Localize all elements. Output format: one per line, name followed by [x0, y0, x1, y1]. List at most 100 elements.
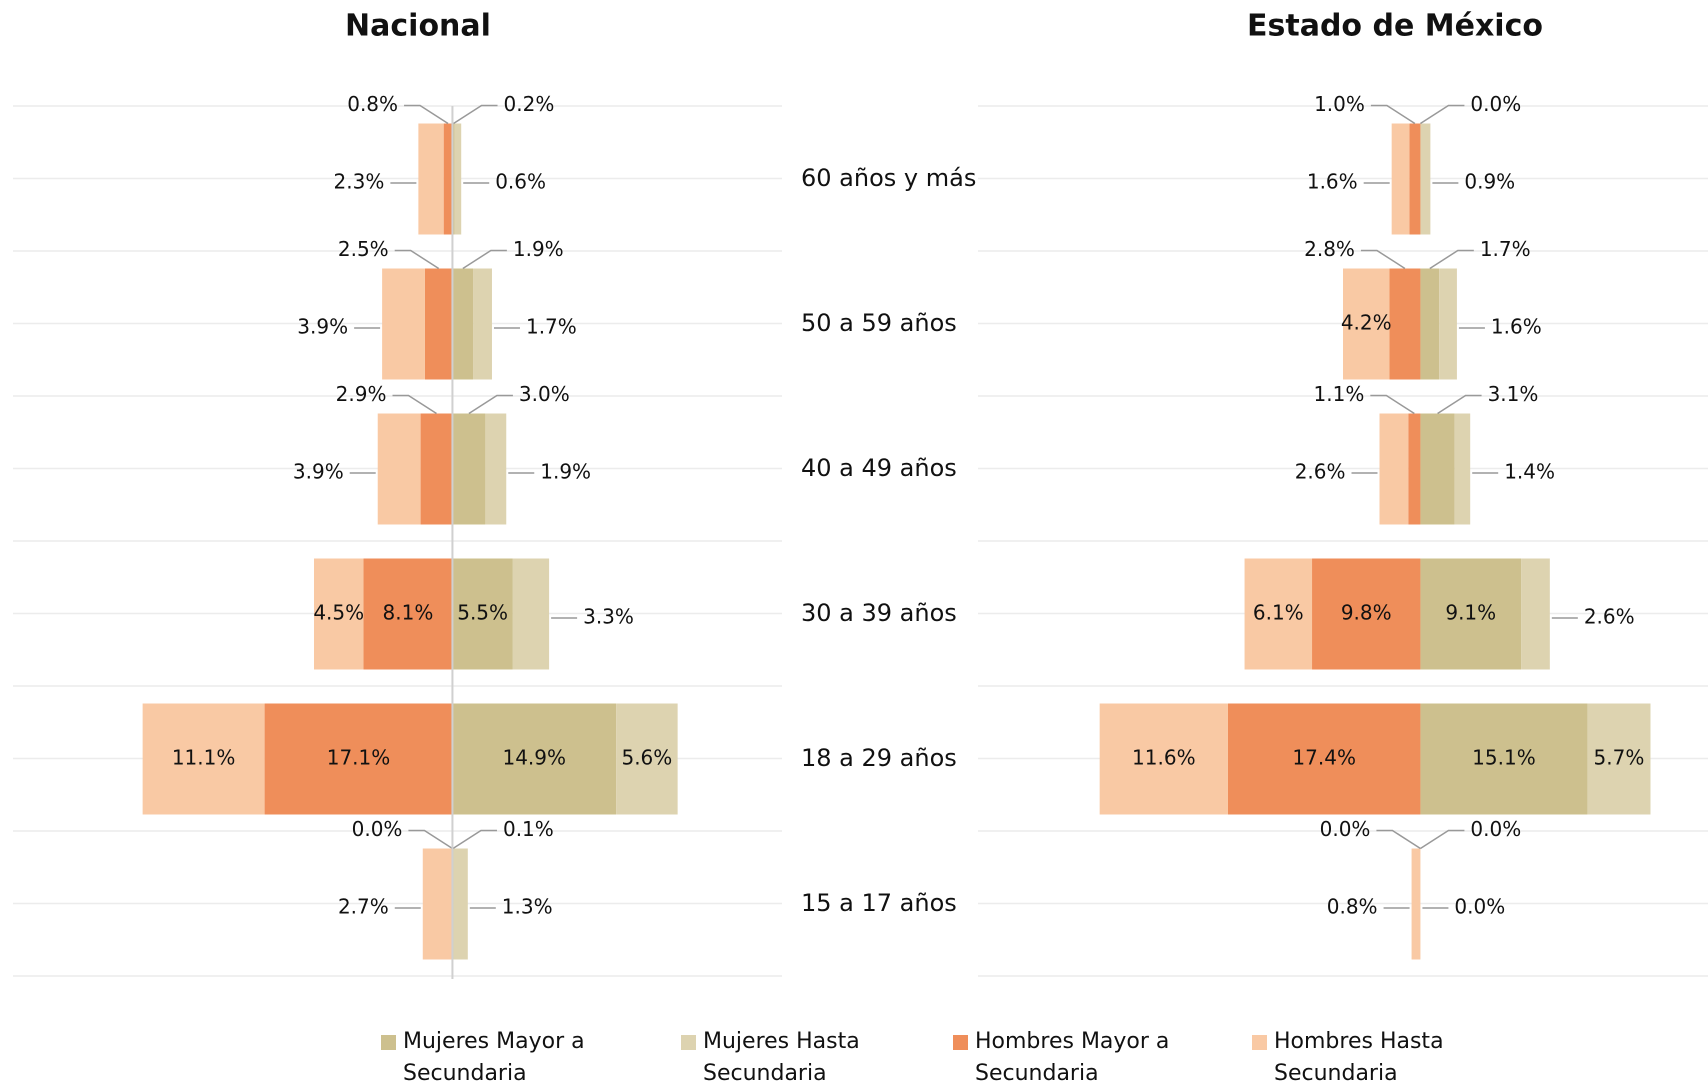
value-label: 2.9%: [336, 382, 387, 406]
legend-swatch: [381, 1035, 396, 1050]
value-label: 5.7%: [1594, 746, 1645, 770]
value-label: 0.6%: [495, 170, 546, 194]
value-label: 0.8%: [347, 92, 398, 116]
value-label: 14.9%: [502, 746, 566, 770]
bar-segment: [1389, 268, 1421, 380]
value-label: 0.0%: [1320, 817, 1371, 841]
leader-line: [453, 104, 498, 125]
value-label: 2.3%: [334, 170, 385, 194]
bar-segment: [473, 268, 492, 380]
bar-segment: [453, 848, 468, 960]
bar-segment: [1411, 848, 1421, 960]
value-label: 3.9%: [297, 315, 348, 339]
value-label: 2.5%: [338, 237, 389, 261]
legend-item: Mujeres Mayor a Secundaria: [381, 1026, 643, 1090]
legend-swatch: [953, 1035, 968, 1050]
leader-line: [468, 394, 513, 415]
bar-segment: [1227, 703, 1421, 815]
bar-segment: [1391, 123, 1410, 235]
leader-line: [1429, 249, 1474, 270]
value-label: 4.2%: [1341, 311, 1392, 335]
bar-segment: [314, 558, 364, 670]
bar-segment: [1408, 413, 1421, 525]
bar-segment: [485, 413, 507, 525]
bar-segment: [1312, 558, 1421, 670]
value-label: 0.1%: [503, 817, 554, 841]
leader-line: [1370, 394, 1415, 415]
value-label: 1.9%: [540, 460, 591, 484]
bar-segment: [1409, 123, 1421, 235]
bar-segment: [452, 558, 513, 670]
bar-segment: [452, 703, 617, 815]
bar-segment: [1420, 703, 1588, 815]
bar-segment: [1244, 558, 1313, 670]
value-label: 1.6%: [1307, 170, 1358, 194]
bar-segment: [424, 268, 453, 380]
bar-segment: [452, 268, 474, 380]
value-label: 17.1%: [327, 746, 391, 770]
value-label: 17.4%: [1292, 746, 1356, 770]
bar-segment: [1420, 268, 1440, 380]
value-label: 1.0%: [1314, 92, 1365, 116]
value-label: 2.7%: [338, 895, 389, 919]
value-label: 3.0%: [519, 382, 570, 406]
legend-item: Hombres Mayor a Secundaria: [953, 1026, 1215, 1090]
value-label: 0.2%: [504, 92, 555, 116]
legend-swatch: [681, 1035, 696, 1050]
leader-line: [452, 829, 497, 850]
value-label: 2.6%: [1295, 460, 1346, 484]
value-label: 5.6%: [621, 746, 672, 770]
value-label: 5.5%: [457, 601, 508, 625]
legend-item: Mujeres Hasta Secundaria: [681, 1026, 943, 1090]
legend-swatch: [1252, 1035, 1267, 1050]
chart: Nacional Estado de México 60 años y más 5…: [13, 9, 1708, 979]
bar-segment: [1420, 558, 1522, 670]
value-label: 8.1%: [383, 601, 434, 625]
chart-title: Estado de México: [1247, 9, 1543, 44]
bar-segment: [1587, 703, 1651, 815]
value-label: 9.1%: [1445, 601, 1496, 625]
legend-label: Hombres Mayor a Secundaria: [975, 1029, 1170, 1086]
leader-line: [1360, 249, 1406, 270]
bar-segment: [1379, 413, 1409, 525]
bar-segment: [422, 848, 453, 960]
bar-segment: [454, 123, 462, 235]
bar-segment: [1521, 558, 1550, 670]
value-label: 1.7%: [1480, 237, 1531, 261]
bar-segment: [1420, 413, 1455, 525]
value-label: 6.1%: [1253, 601, 1304, 625]
leader-line: [1376, 829, 1421, 850]
value-label: 1.9%: [513, 237, 564, 261]
value-label: 2.8%: [1304, 237, 1355, 261]
category-label: 15 a 17 años: [801, 889, 957, 917]
legend-label: Hombres Hasta Secundaria: [1274, 1029, 1444, 1086]
category-label: 50 a 59 años: [801, 309, 957, 337]
bar-segment: [1343, 268, 1390, 380]
bar-segment: [452, 413, 486, 525]
bar-segment: [452, 123, 455, 235]
bar-segment: [1439, 268, 1457, 380]
value-label: 0.0%: [1470, 92, 1521, 116]
value-label: 1.4%: [1504, 460, 1555, 484]
leader-line: [1370, 104, 1416, 125]
value-label: 1.3%: [502, 895, 553, 919]
category-label: 30 a 39 años: [801, 599, 957, 627]
legend-label: Mujeres Hasta Secundaria: [703, 1029, 860, 1086]
bar-segment: [264, 703, 453, 815]
value-label: 1.6%: [1491, 315, 1542, 339]
chart-title: Nacional: [345, 9, 491, 44]
bar-segment: [1420, 123, 1431, 235]
category-label: 60 años y más: [801, 164, 976, 192]
value-label: 3.9%: [293, 460, 344, 484]
leader-line: [394, 249, 440, 270]
category-label: 18 a 29 años: [801, 744, 957, 772]
bar-segment: [1454, 413, 1471, 525]
value-label: 9.8%: [1341, 601, 1392, 625]
leader-line: [404, 104, 449, 125]
bar-segment: [418, 123, 444, 235]
value-label: 15.1%: [1472, 746, 1536, 770]
bar-segment: [420, 413, 453, 525]
legend-label: Mujeres Mayor a Secundaria: [403, 1029, 585, 1086]
value-label: 4.5%: [313, 601, 364, 625]
